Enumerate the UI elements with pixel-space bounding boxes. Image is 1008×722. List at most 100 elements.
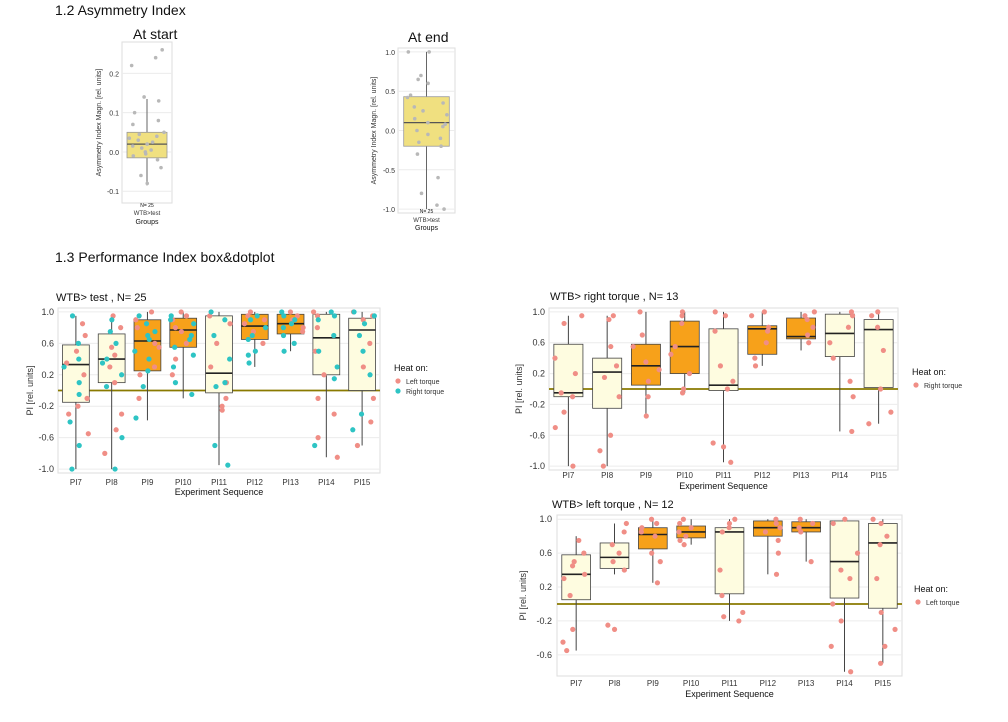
pi_test-point-left xyxy=(315,435,321,441)
pi_right-point-left xyxy=(679,390,686,396)
asym_start-point xyxy=(139,146,144,150)
pi_left-point-left xyxy=(561,575,567,582)
pi_right-point-left xyxy=(601,374,608,381)
pi_test-point-left xyxy=(314,313,321,319)
asym_start-point xyxy=(130,144,135,148)
pi_test-point-left xyxy=(79,321,86,327)
pi_test-ytick-label: -1.0 xyxy=(38,464,54,474)
pi_test-point-right xyxy=(281,348,287,354)
pi_test-point-left xyxy=(315,395,321,401)
pi_right-legend-label: Right torque xyxy=(924,383,962,390)
asym_start-category-label: WTB>test xyxy=(134,211,161,217)
pi_test-point-right xyxy=(146,356,152,362)
chart-title-pi-right: WTB> right torque , N= 13 xyxy=(550,291,679,303)
pi_left-point-left xyxy=(726,520,733,527)
asym_end-xlabel: Groups xyxy=(415,225,438,232)
pi_right-category-label: PI12 xyxy=(754,471,771,480)
asym_end-point xyxy=(419,191,424,196)
pi_test-point-right xyxy=(371,313,377,319)
pi_right-xlabel: Experiment Sequence xyxy=(679,481,768,491)
pi_test-point-left xyxy=(310,309,317,315)
pi_right-point-left xyxy=(830,355,836,361)
pi_test-point-left xyxy=(183,340,189,346)
pi_test-point-right xyxy=(212,442,218,449)
pi_test-point-right xyxy=(168,313,174,319)
pi_right-point-left xyxy=(552,424,558,431)
pi_right-point-left xyxy=(765,328,771,334)
pi_left-point-left xyxy=(798,529,804,535)
pi_right-legend-title: Heat on: xyxy=(912,367,946,377)
pi_test-legend-swatch xyxy=(395,378,401,384)
pi_right-point-left xyxy=(608,343,614,350)
pi_test-point-right xyxy=(292,317,298,323)
pi_test-legend-swatch xyxy=(395,388,401,394)
pi_left-point-left xyxy=(740,609,746,616)
pi_test-point-right xyxy=(143,321,150,327)
asym_start-point xyxy=(153,55,158,60)
pi_test-point-right xyxy=(208,309,214,315)
pi_left-point-left xyxy=(732,516,738,522)
pi_test-point-left xyxy=(183,313,190,319)
pi_right-box xyxy=(747,325,778,355)
pi_right-point-left xyxy=(752,355,758,361)
pi_test-point-right xyxy=(172,344,178,350)
pi_test-point-left xyxy=(331,411,337,417)
pi_test-point-right xyxy=(167,317,174,323)
pi_test-point-right xyxy=(281,313,287,319)
asym_end-point xyxy=(405,95,410,100)
pi_right-point-left xyxy=(645,394,651,400)
chart-title-pi-test: WTB> test , N= 25 xyxy=(56,292,147,304)
pi_right-point-left xyxy=(806,340,812,346)
section-heading-performance: 1.3 Performance Index box&dotplot xyxy=(55,249,275,265)
pi_left-point-left xyxy=(570,626,576,632)
pi_test-point-left xyxy=(113,427,119,433)
pi_right-point-left xyxy=(866,421,872,427)
pi_test-point-left xyxy=(214,340,220,346)
pi_left-point-left xyxy=(878,609,884,616)
pi_test-point-left xyxy=(261,317,268,323)
pi_test-point-right xyxy=(119,372,125,378)
pi_test-category-label: PI9 xyxy=(141,478,154,487)
asym_end-point xyxy=(436,175,440,180)
pi_test-point-right xyxy=(356,332,363,339)
asym_end-point xyxy=(419,73,423,78)
pi_test-point-left xyxy=(360,317,366,323)
pi_left-box xyxy=(638,527,668,550)
pi_test-point-right xyxy=(61,364,67,370)
pi_left-point-left xyxy=(877,660,884,666)
pi_test-category-label: PI10 xyxy=(175,478,192,487)
pi_left-legend-label: Left torque xyxy=(926,600,960,607)
pi_test-point-left xyxy=(81,372,87,378)
pi_left-point-left xyxy=(681,542,687,548)
asym_end-point xyxy=(426,81,430,86)
pi_left-xlabel: Experiment Sequence xyxy=(685,689,774,699)
pi_test-ytick-label: 1.0 xyxy=(41,307,54,317)
pi_right-point-left xyxy=(610,313,616,319)
pi_test-legend-label: Right torque xyxy=(406,389,444,396)
asym_end-point xyxy=(412,105,417,109)
pi_left-point-left xyxy=(797,516,803,522)
pi_right-point-left xyxy=(656,367,662,373)
pi_left-ytick-label: -0.6 xyxy=(536,650,552,660)
pi_left-point-left xyxy=(576,537,582,544)
asym_end-point xyxy=(442,207,446,211)
pi_right-point-left xyxy=(810,324,816,330)
pi_test-ytick-label: -0.6 xyxy=(38,433,54,443)
pi_test-category-label: PI11 xyxy=(211,478,227,487)
pi_right-point-left xyxy=(847,378,853,384)
pi_test-point-right xyxy=(331,376,337,382)
pi_right-point-left xyxy=(763,340,769,346)
pi_right-point-left xyxy=(679,320,685,327)
pi_left-point-left xyxy=(775,537,781,544)
pi_test-point-right xyxy=(222,317,228,323)
pi_test-point-right xyxy=(358,411,365,417)
pi_test-category-label: PI14 xyxy=(318,478,335,487)
pi_right-point-left xyxy=(645,378,651,384)
asym_start-point xyxy=(143,152,148,156)
pi_test-ylabel: PI [rel. units] xyxy=(25,365,35,415)
pi_left-category-label: PI15 xyxy=(875,679,892,688)
pi_left-point-left xyxy=(567,592,573,599)
pi_test-box xyxy=(205,315,233,394)
pi_test-point-right xyxy=(211,332,217,339)
pi_right-point-left xyxy=(710,440,716,446)
